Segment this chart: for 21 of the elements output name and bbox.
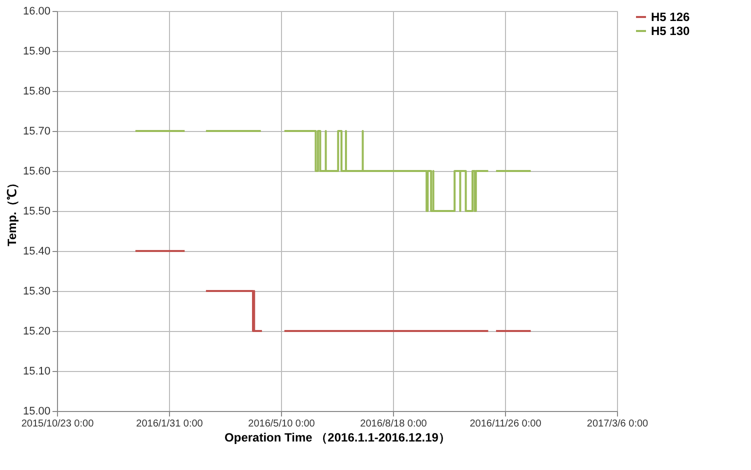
y-tick-label: 15.50 xyxy=(22,206,50,218)
y-tick-label: 15.30 xyxy=(22,286,50,298)
y-tick-label: 15.10 xyxy=(22,366,50,378)
y-tick-label: 15.60 xyxy=(22,166,50,178)
y-tick-label: 16.00 xyxy=(22,6,50,18)
legend-label: H5 130 xyxy=(651,24,690,38)
x-axis-title: Operation Time （2016.1.1-2016.12.19） xyxy=(224,430,450,444)
x-tick-label: 2016/8/18 0:00 xyxy=(360,418,428,430)
y-tick-label: 15.80 xyxy=(22,86,50,98)
y-tick-label: 15.90 xyxy=(22,46,50,58)
legend-label: H5 126 xyxy=(651,10,690,24)
x-tick-label: 2015/10/23 0:00 xyxy=(21,418,94,430)
x-tick-label: 2016/5/10 0:00 xyxy=(248,418,316,430)
x-tick-label: 2016/1/31 0:00 xyxy=(136,418,204,430)
y-axis-title: Temp.（℃） xyxy=(4,176,19,246)
y-tick-label: 15.00 xyxy=(22,406,50,418)
y-tick-label: 15.40 xyxy=(22,246,50,258)
y-tick-label: 15.20 xyxy=(22,326,50,338)
y-tick-label: 15.70 xyxy=(22,126,50,138)
x-tick-label: 2016/11/26 0:00 xyxy=(470,418,542,430)
x-tick-label: 2017/3/6 0:00 xyxy=(586,418,649,430)
